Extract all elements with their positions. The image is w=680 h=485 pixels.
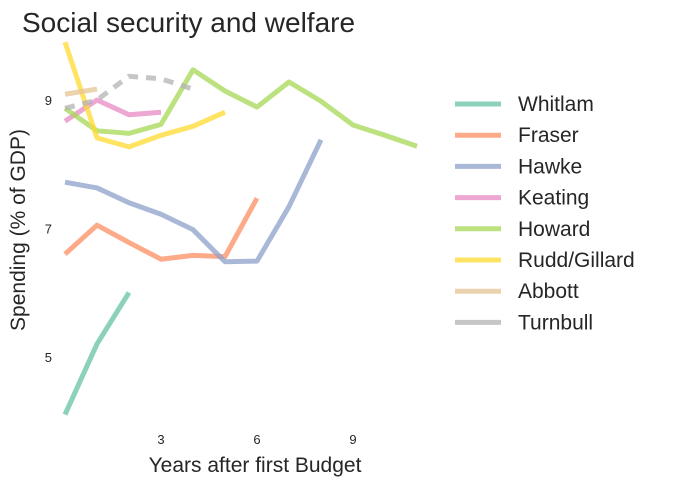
x-axis-label: Years after first Budget xyxy=(149,454,362,477)
legend-label: Fraser xyxy=(518,124,579,147)
series-line-keating xyxy=(63,97,162,124)
legend-label: Howard xyxy=(518,218,590,241)
x-tick-label: 6 xyxy=(253,432,260,447)
legend-label: Rudd/Gillard xyxy=(518,249,635,272)
y-tick-label: 7 xyxy=(45,221,52,236)
legend-label: Hawke xyxy=(518,155,582,178)
x-tick-label: 9 xyxy=(349,432,356,447)
y-tick-label: 5 xyxy=(45,350,52,365)
series-line-rudd-gillard xyxy=(62,41,227,150)
legend-label: Abbott xyxy=(518,280,579,303)
series-line-fraser xyxy=(63,197,260,262)
y-axis-label: Spending (% of GDP) xyxy=(7,129,30,331)
legend-label: Turnbull xyxy=(518,311,593,334)
x-tick-label: 3 xyxy=(157,432,164,447)
series-line-hawke xyxy=(64,138,324,265)
series-line-abbott xyxy=(64,86,98,97)
series-line-whitlam xyxy=(62,291,132,416)
y-tick-label: 9 xyxy=(45,93,52,108)
chart-title: Social security and welfare xyxy=(22,7,355,38)
series-line-howard xyxy=(63,67,418,149)
series-line-turnbull xyxy=(64,73,194,111)
legend-label: Whitlam xyxy=(518,93,594,116)
legend-label: Keating xyxy=(518,187,589,210)
